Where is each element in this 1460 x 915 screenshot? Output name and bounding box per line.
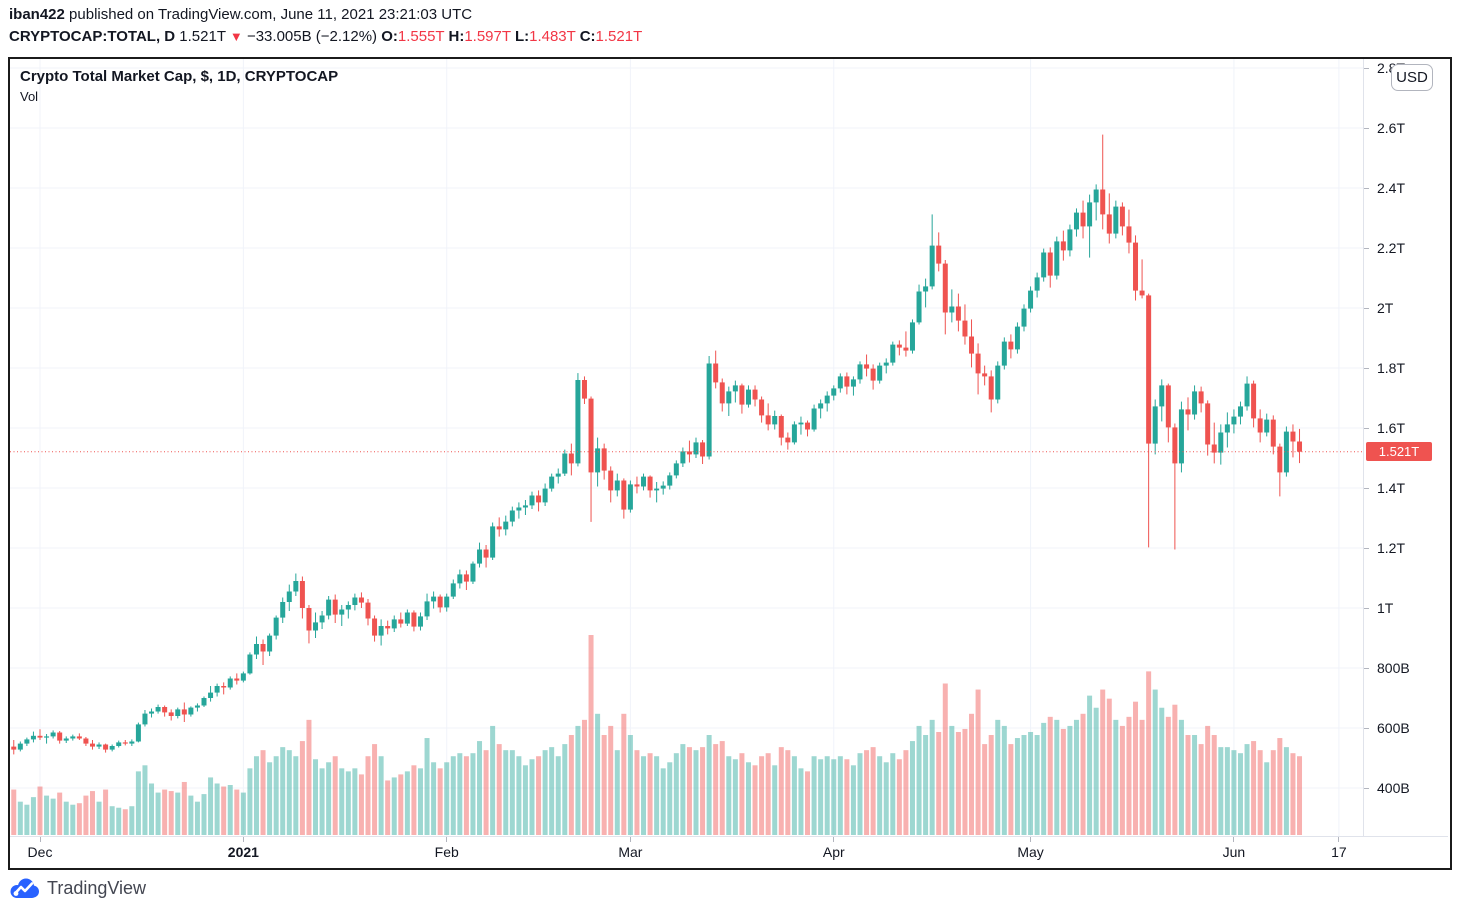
symbol-status-line: CRYPTOCAP:TOTAL, D 1.521T ▼ −33.005B (−2… — [9, 28, 642, 45]
symbol-name: CRYPTOCAP:TOTAL, D — [9, 28, 176, 45]
chart-frame: Crypto Total Market Cap, $, 1D, CRYPTOCA… — [8, 57, 1452, 870]
price-tick-mark — [1364, 667, 1369, 669]
time-tick-mark — [1233, 837, 1235, 842]
price-tick-label: 1.6T — [1377, 420, 1406, 436]
price-tick-label: 1.8T — [1377, 360, 1406, 376]
price-tick-mark — [1364, 547, 1369, 549]
low-label: L: — [514, 28, 530, 45]
legend-symbol-title[interactable]: Crypto Total Market Cap, $, 1D, CRYPTOCA… — [20, 68, 339, 85]
time-tick-mark — [629, 837, 631, 842]
open-value: 1.555T — [397, 28, 445, 45]
price-tick-label: 2T — [1377, 300, 1394, 316]
time-axis[interactable]: Dec 2021 Feb Mar Apr May Jun 17 — [10, 836, 1448, 867]
tradingview-brand-text: TradingView — [47, 878, 147, 898]
price-tick-label: 600B — [1377, 720, 1410, 736]
last-price-label: 1.521T — [1366, 442, 1432, 462]
published-line: iban422 published on TradingView.com, Ju… — [9, 6, 472, 23]
price-tick-mark — [1364, 307, 1369, 309]
time-tick-label: 2021 — [227, 844, 259, 860]
price-tick-mark — [1364, 427, 1369, 429]
price-tick-label: 2.2T — [1377, 240, 1406, 256]
price-tick-label: 1.4T — [1377, 480, 1406, 496]
down-triangle-icon: ▼ — [229, 29, 243, 44]
price-tick-mark — [1364, 727, 1369, 729]
time-tick-label: Jun — [1222, 844, 1246, 860]
price-tick-mark — [1364, 127, 1369, 129]
price-tick-mark — [1364, 787, 1369, 789]
low-value: 1.483T — [529, 28, 576, 45]
chart-legend: Crypto Total Market Cap, $, 1D, CRYPTOCA… — [20, 67, 338, 107]
price-tick-mark — [1364, 607, 1369, 609]
price-tick-mark — [1364, 367, 1369, 369]
high-label: H: — [448, 28, 465, 45]
currency-toggle-button[interactable]: USD — [1391, 64, 1433, 91]
price-tick-label: 400B — [1377, 780, 1410, 796]
change-value: −33.005B (−2.12%) — [246, 28, 378, 45]
tradingview-logo-icon — [10, 878, 39, 898]
time-tick-mark — [833, 837, 835, 842]
last-price: 1.521T — [179, 28, 226, 45]
time-tick-label: Mar — [618, 844, 643, 860]
time-tick-label: Dec — [27, 844, 53, 860]
time-tick-mark — [1030, 837, 1032, 842]
price-tick-label: 1.2T — [1377, 540, 1406, 556]
close-label: C: — [579, 28, 596, 45]
author-name: iban422 — [9, 6, 65, 23]
high-value: 1.597T — [464, 28, 511, 45]
published-meta: published on TradingView.com, June 11, 2… — [64, 6, 473, 23]
tradingview-brand[interactable]: TradingView — [10, 877, 146, 900]
price-tick-mark — [1364, 247, 1369, 249]
chart-plot-area[interactable]: Crypto Total Market Cap, $, 1D, CRYPTOCA… — [10, 59, 1363, 836]
price-tick-label: 2.4T — [1377, 180, 1406, 196]
time-tick-label: Apr — [822, 844, 845, 860]
open-label: O: — [381, 28, 398, 45]
price-tick-mark — [1364, 67, 1369, 69]
time-tick-label: May — [1017, 844, 1044, 860]
legend-volume-indicator[interactable]: Vol — [20, 89, 39, 104]
price-tick-mark — [1364, 487, 1369, 489]
time-tick-mark — [446, 837, 448, 842]
time-tick-mark — [242, 837, 244, 842]
time-tick-mark — [1338, 837, 1340, 842]
price-tick-mark — [1364, 187, 1369, 189]
price-axis[interactable]: 400B 600B 800B 1T 1.2T 1.4T 1.6T 1.8T 2T 2.2T 2.4T… — [1363, 59, 1449, 836]
close-value: 1.521T — [595, 28, 643, 45]
price-tick-label: 2.6T — [1377, 120, 1406, 136]
time-tick-label: Feb — [434, 844, 459, 860]
price-tick-label: 800B — [1377, 660, 1410, 676]
price-chart-canvas[interactable] — [10, 59, 1363, 836]
time-tick-mark — [39, 837, 41, 842]
time-tick-label: 17 — [1331, 844, 1347, 860]
price-tick-label: 1T — [1377, 600, 1394, 616]
